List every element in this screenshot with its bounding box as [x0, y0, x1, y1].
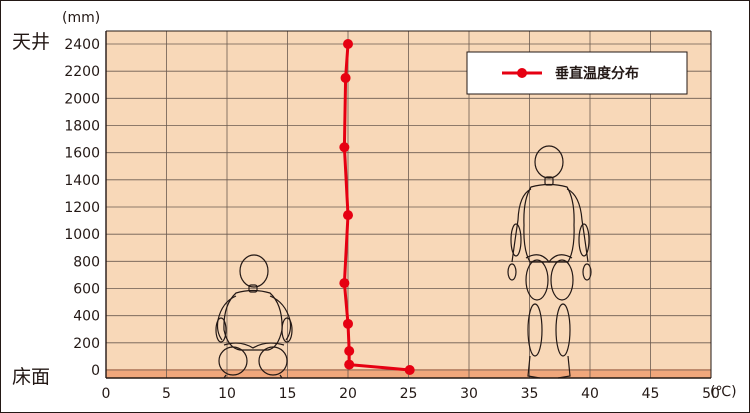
data-point [340, 72, 351, 83]
y-tick-label: 1400 [64, 173, 100, 189]
series-layer [339, 39, 415, 375]
data-point [339, 278, 350, 289]
y-tick-labels: 0 200 400 600 800 1000 1200 1400 1600 1800 2000 220… [64, 37, 100, 379]
legend-entry: 垂直温度分布 [555, 65, 639, 82]
x-tick-label: 25 [400, 386, 418, 402]
y-tick-label: 400 [73, 309, 100, 325]
x-tick-label: 30 [460, 386, 478, 402]
y-tick-label: 1200 [64, 200, 100, 216]
legend-marker-swatch [517, 68, 527, 78]
y-tick-label: 1000 [64, 227, 100, 243]
standing-person-figure [507, 145, 592, 379]
legend: 垂直温度分布 [466, 51, 688, 95]
x-tick-label: 20 [339, 386, 357, 402]
data-point [343, 210, 353, 221]
data-point [404, 365, 415, 375]
x-tick-label: 15 [279, 386, 297, 402]
y-tick-label: 1600 [64, 146, 100, 162]
x-tick-label: 45 [642, 386, 660, 402]
y-tick-label: 200 [73, 336, 100, 352]
data-point [339, 142, 350, 153]
ceiling-label: 天井 [12, 31, 50, 53]
x-tick-label: 0 [102, 386, 111, 402]
x-axis-unit: (℃) [710, 384, 737, 400]
x-tick-labels: 0 5 10 15 20 25 30 35 40 45 50 [102, 386, 720, 402]
x-tick-label: 35 [521, 386, 539, 402]
y-tick-label: 0 [91, 363, 100, 379]
y-tick-label: 800 [73, 254, 100, 270]
seated-person-figure [215, 254, 293, 379]
y-axis-unit: (mm) [62, 10, 100, 26]
y-tick-label: 2000 [64, 91, 100, 107]
x-tick-label: 50 [702, 386, 720, 402]
x-tick-label: 5 [162, 386, 171, 402]
axes [105, 31, 711, 379]
y-tick-label: 2200 [64, 64, 100, 80]
x-tick-label: 40 [581, 386, 599, 402]
x-tick-label: 10 [218, 386, 236, 402]
data-point [344, 359, 355, 370]
data-point [344, 345, 355, 356]
human-figures [215, 145, 592, 379]
y-tick-label: 600 [73, 282, 100, 298]
data-point [343, 39, 353, 49]
data-point [343, 318, 353, 329]
floor-label: 床面 [12, 366, 50, 388]
y-tick-label: 2400 [64, 37, 100, 53]
y-tick-label: 1800 [64, 119, 100, 135]
